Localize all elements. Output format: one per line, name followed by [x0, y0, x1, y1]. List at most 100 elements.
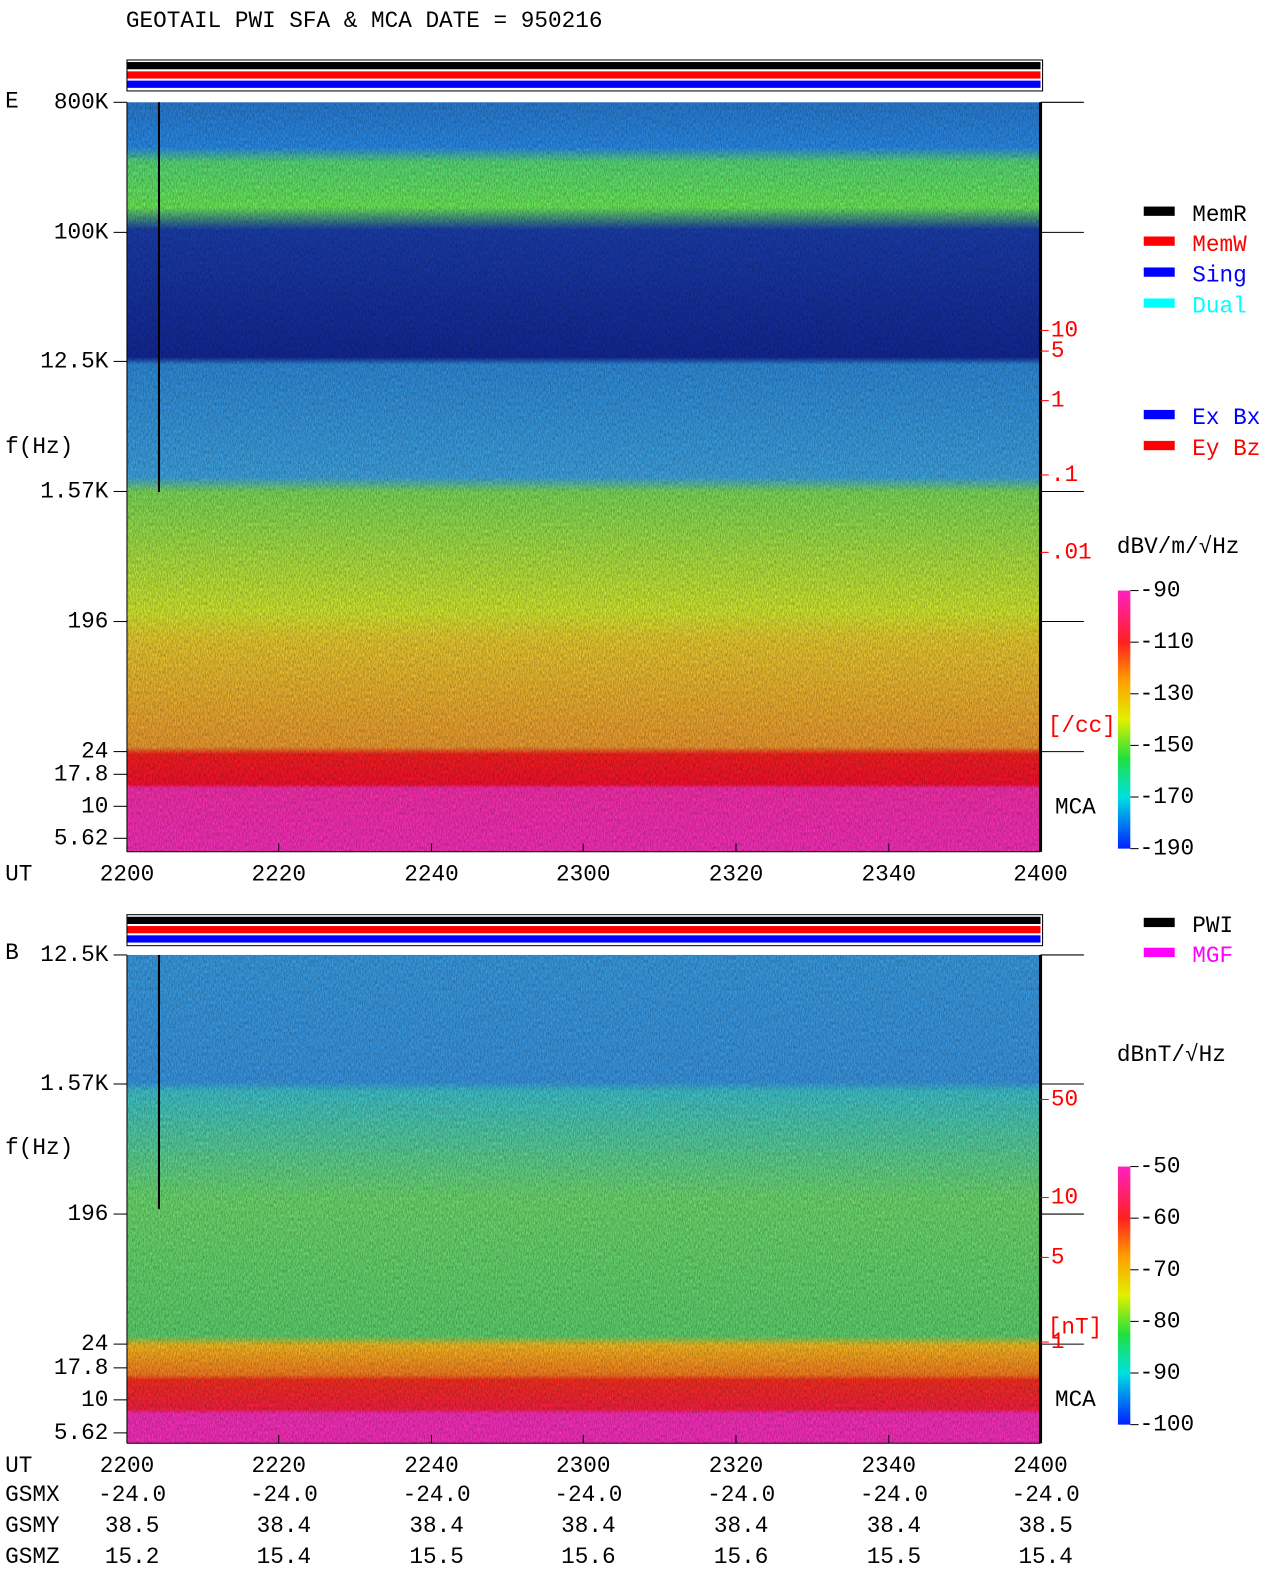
mca-label: MCA	[1055, 1387, 1096, 1413]
legend-label: PWI	[1192, 913, 1233, 939]
title: GEOTAIL PWI SFA & MCA DATE = 950216	[126, 8, 603, 34]
legend-label: Ey Bz	[1192, 436, 1260, 462]
y-axis-label: f(Hz)	[5, 1135, 73, 1161]
legend-label: MGF	[1192, 943, 1233, 969]
position-value: 38.5	[1018, 1513, 1072, 1539]
right-scale-unit: [/cc]	[1048, 713, 1116, 739]
x-tick-label: 2300	[556, 861, 610, 887]
position-value: -24.0	[98, 1482, 166, 1508]
x-tick-label: 2300	[556, 1453, 610, 1479]
colorbar-label: dBnT/√Hz	[1117, 1042, 1226, 1068]
y-tick-label: 12.5K	[40, 348, 108, 374]
panel-label: E	[5, 88, 19, 114]
spectrogram-noise	[126, 954, 1041, 1444]
right-scale-label: 10	[1051, 317, 1078, 343]
colorbar-tick-label: -80	[1140, 1308, 1181, 1334]
position-value: 15.6	[714, 1544, 768, 1570]
status-bar	[126, 80, 1041, 88]
y-tick-label: 10	[81, 1387, 108, 1413]
x-tick-label: 2400	[1013, 861, 1067, 887]
legend-swatch	[1143, 236, 1175, 246]
legend-label: MemW	[1192, 232, 1247, 258]
status-frame	[126, 914, 1044, 947]
colorbar-tick-label: -110	[1140, 629, 1194, 655]
x-tick-label: 2240	[404, 1453, 458, 1479]
mca-label: MCA	[1055, 794, 1096, 820]
position-value: 15.5	[867, 1544, 921, 1570]
y-tick-label: 5.62	[54, 1420, 108, 1446]
status-frame	[126, 59, 1044, 92]
position-value: 15.2	[105, 1544, 159, 1570]
y-tick-label: 5.62	[54, 825, 108, 851]
colorbar-tick-label: -100	[1140, 1412, 1194, 1438]
y-tick-label: 24	[81, 739, 108, 765]
x-axis-label: UT	[5, 861, 32, 887]
status-bar	[126, 935, 1041, 943]
y-tick-label: 1.57K	[40, 1071, 108, 1097]
position-label: GSMX	[5, 1482, 60, 1508]
status-bar	[126, 62, 1041, 70]
position-value: -24.0	[860, 1482, 928, 1508]
colorbar-tick-label: -150	[1140, 732, 1194, 758]
y-tick-label: 196	[68, 1201, 109, 1227]
legend-label: MemR	[1192, 202, 1247, 228]
position-value: 15.4	[1018, 1544, 1072, 1570]
y-tick-label: 17.8	[54, 761, 108, 787]
x-tick-label: 2200	[100, 1453, 154, 1479]
colorbar-tick-label: -170	[1140, 784, 1194, 810]
right-scale-label: .01	[1051, 539, 1092, 565]
y-tick-label: 1.57K	[40, 478, 108, 504]
spectrogram-noise	[126, 102, 1041, 852]
position-value: 38.4	[257, 1513, 311, 1539]
position-value: 15.5	[409, 1544, 463, 1570]
right-scale-label: 10	[1051, 1185, 1078, 1211]
position-value: -24.0	[250, 1482, 318, 1508]
right-scale-label: 1	[1051, 1329, 1065, 1355]
colorbar	[1117, 1166, 1131, 1425]
position-value: -24.0	[403, 1482, 471, 1508]
legend-swatch	[1143, 298, 1175, 308]
position-value: 38.4	[561, 1513, 615, 1539]
position-value: 38.4	[409, 1513, 463, 1539]
colorbar-label: dBV/m/√Hz	[1117, 534, 1240, 560]
x-tick-label: 2340	[862, 1453, 916, 1479]
colorbar-tick-label: -90	[1140, 578, 1181, 604]
x-tick-label: 2240	[404, 861, 458, 887]
y-tick-label: 12.5K	[40, 942, 108, 968]
legend-label: Dual	[1192, 294, 1246, 320]
position-label: GSMY	[5, 1513, 60, 1539]
y-tick-label: 800K	[54, 89, 109, 115]
legend-swatch	[1143, 267, 1175, 277]
y-tick-label: 17.8	[54, 1355, 108, 1381]
right-scale-label: 1	[1051, 388, 1065, 414]
position-value: -24.0	[1012, 1482, 1080, 1508]
y-tick-label: 10	[81, 793, 108, 819]
position-label: GSMZ	[5, 1544, 59, 1570]
legend-swatch	[1143, 409, 1175, 420]
legend-label: Ex Bx	[1192, 405, 1260, 431]
y-tick-label: 100K	[54, 219, 109, 245]
x-tick-label: 2200	[100, 861, 154, 887]
colorbar-tick-label: -50	[1140, 1154, 1181, 1180]
legend-swatch	[1143, 206, 1175, 216]
colorbar-tick-label: -130	[1140, 681, 1194, 707]
position-value: -24.0	[707, 1482, 775, 1508]
status-bar	[126, 926, 1041, 934]
colorbar	[1117, 590, 1131, 849]
position-value: 38.4	[867, 1513, 921, 1539]
x-axis-label: UT	[5, 1453, 32, 1479]
position-value: -24.0	[554, 1482, 622, 1508]
y-axis-label: f(Hz)	[5, 434, 73, 460]
y-tick-label: 196	[68, 609, 109, 635]
status-bar	[126, 71, 1041, 79]
panel-label: B	[5, 940, 19, 966]
colorbar-tick-label: -70	[1140, 1257, 1181, 1283]
right-scale-label: .1	[1051, 462, 1078, 488]
x-tick-label: 2220	[251, 861, 305, 887]
legend-swatch	[1143, 917, 1175, 928]
position-value: 15.6	[561, 1544, 615, 1570]
position-value: 38.5	[105, 1513, 159, 1539]
status-bar	[126, 916, 1041, 924]
right-scale-label: 5	[1051, 338, 1065, 364]
